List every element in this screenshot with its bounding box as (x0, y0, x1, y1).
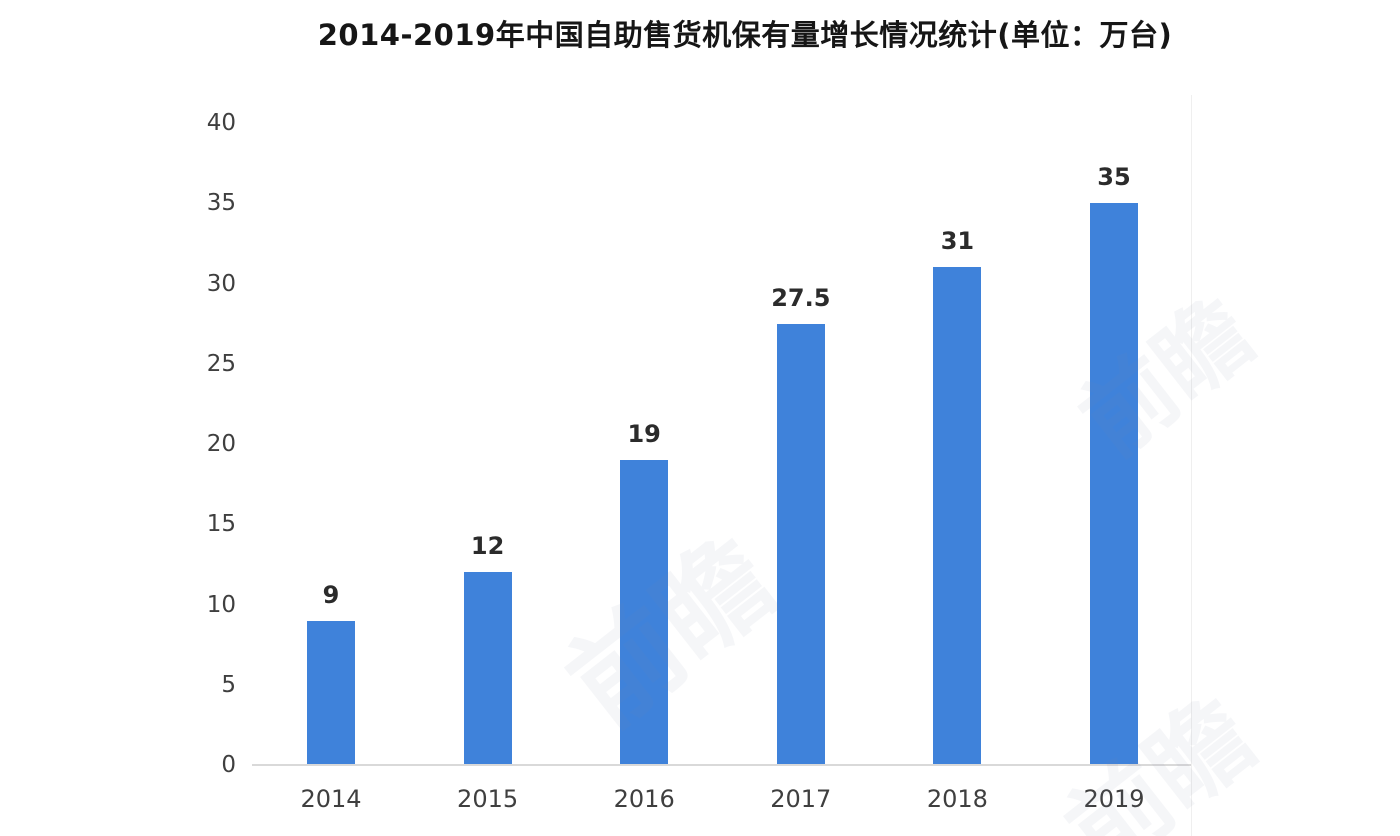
y-tick-label-35: 35 (206, 190, 236, 217)
y-tick-label-10: 10 (206, 591, 236, 618)
bar-2019 (1090, 203, 1138, 765)
bar-2018 (933, 267, 982, 765)
y-tick-label-20: 20 (206, 431, 236, 457)
bar-value-label-2014: 9 (322, 581, 340, 609)
y-tick-label-40: 40 (206, 110, 236, 136)
x-tick-label-2017: 2017 (770, 785, 832, 813)
bar-2015 (463, 572, 512, 765)
y-tick-label-30: 30 (206, 270, 236, 297)
chart-title: 2014-2019年中国自助售货机保有量增长情况统计(单位：万台) (317, 18, 1173, 52)
bar-value-label-2018: 31 (940, 227, 975, 255)
bar-2014 (307, 621, 355, 765)
y-tick-label-0: 0 (221, 752, 236, 778)
bar-value-label-2017: 27.5 (771, 284, 831, 312)
y-tick-label-25: 25 (206, 350, 236, 377)
x-tick-label-2015: 2015 (457, 785, 519, 813)
bar-value-label-2016: 19 (627, 420, 661, 448)
x-tick-label-2019: 2019 (1083, 785, 1145, 813)
bar-value-label-2019: 35 (1097, 163, 1131, 191)
x-axis-line (252, 764, 1192, 766)
x-tick-label-2016: 2016 (613, 785, 675, 813)
y-tick-label-5: 5 (221, 671, 236, 698)
y-tick-label-15: 15 (206, 511, 236, 538)
bar-2017 (776, 324, 825, 765)
x-tick-label-2018: 2018 (926, 785, 988, 813)
bar-2016 (620, 460, 669, 765)
x-tick-label-2014: 2014 (300, 785, 362, 813)
qianzhan-watermark: 前瞻 (1061, 278, 1273, 477)
bar-value-label-2015: 12 (470, 532, 505, 560)
scan-edge-artifact (1191, 95, 1192, 836)
